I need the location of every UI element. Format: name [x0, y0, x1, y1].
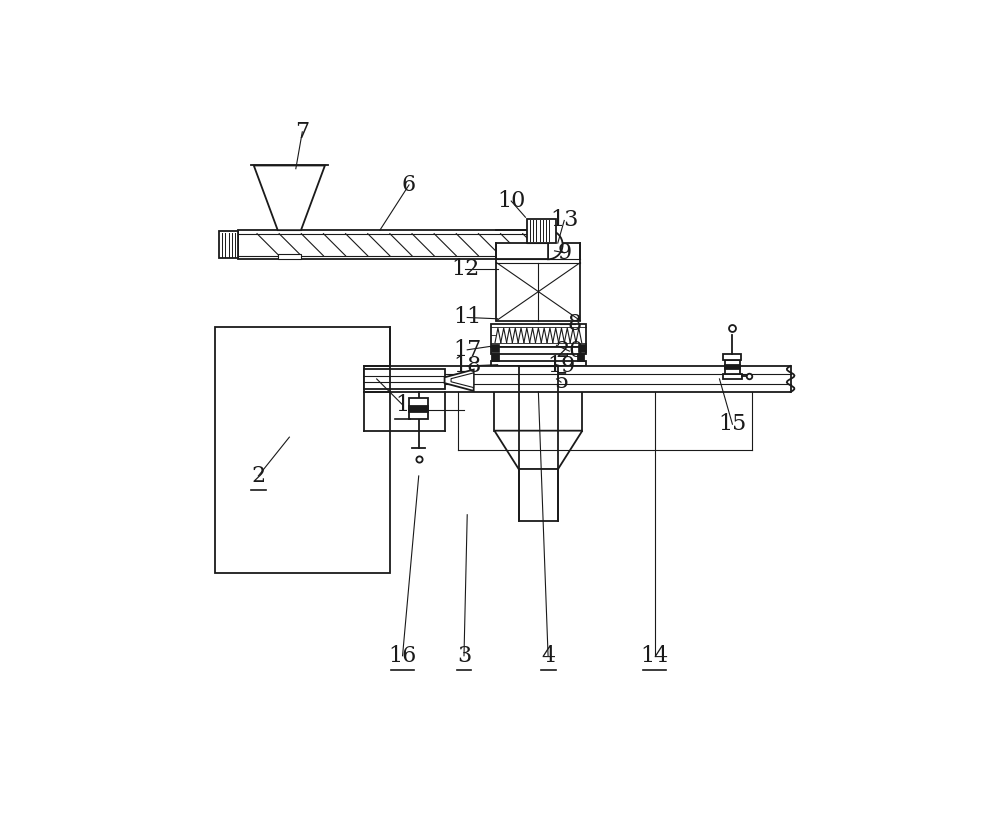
Text: 4: 4: [541, 645, 555, 667]
Bar: [492, 354, 499, 361]
Text: 8: 8: [567, 313, 582, 335]
Text: 17: 17: [453, 339, 481, 361]
Text: 13: 13: [550, 209, 578, 232]
Text: 16: 16: [388, 645, 417, 667]
Bar: [491, 361, 586, 366]
Bar: [519, 470, 558, 521]
Bar: [723, 354, 741, 360]
Text: 7: 7: [295, 121, 309, 143]
Polygon shape: [451, 373, 474, 387]
Bar: [491, 347, 586, 354]
Bar: [364, 366, 791, 391]
Bar: [725, 360, 740, 374]
Bar: [215, 327, 390, 573]
Bar: [491, 344, 499, 352]
Bar: [723, 374, 742, 379]
Bar: [491, 324, 586, 347]
Text: 3: 3: [457, 645, 471, 667]
Text: 6: 6: [402, 174, 416, 196]
Text: 15: 15: [718, 413, 747, 435]
Bar: [494, 366, 582, 431]
Wedge shape: [548, 230, 563, 260]
Bar: [578, 344, 586, 352]
Bar: [364, 370, 445, 389]
Text: 14: 14: [641, 645, 669, 667]
Text: 19: 19: [547, 355, 575, 377]
Text: 5: 5: [554, 371, 568, 393]
Text: 11: 11: [453, 307, 481, 328]
Text: 2: 2: [251, 465, 265, 487]
Bar: [725, 365, 740, 369]
Bar: [409, 406, 428, 412]
Text: 9: 9: [557, 242, 571, 264]
Bar: [278, 255, 301, 260]
Bar: [219, 232, 238, 258]
Text: 1: 1: [395, 394, 410, 416]
Bar: [578, 354, 584, 361]
Bar: [238, 230, 548, 260]
Bar: [527, 218, 556, 243]
Text: 18: 18: [453, 355, 481, 377]
Text: 12: 12: [451, 258, 479, 280]
Polygon shape: [494, 431, 582, 470]
Text: 10: 10: [497, 190, 525, 212]
Text: 20: 20: [555, 340, 584, 362]
Polygon shape: [445, 370, 474, 391]
Polygon shape: [254, 165, 325, 230]
Bar: [496, 243, 580, 321]
Bar: [409, 398, 428, 419]
